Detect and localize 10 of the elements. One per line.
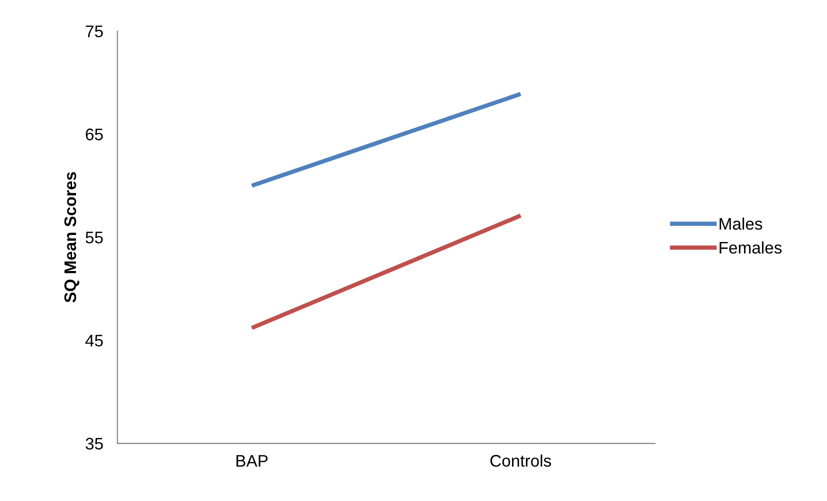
y-tick-label: 55 [86,232,103,244]
x-tick-label: BAP [236,455,268,467]
legend-label: Males [720,218,762,230]
y-tick-label: 35 [86,438,103,450]
x-tick-label: Controls [490,454,552,467]
y-tick-label: 45 [85,334,103,347]
y-axis-title: SQ Mean Scores [64,172,80,303]
y-tick-label: 75 [86,26,103,38]
legend-label: Females [720,241,782,254]
y-tick-label: 65 [86,128,103,140]
